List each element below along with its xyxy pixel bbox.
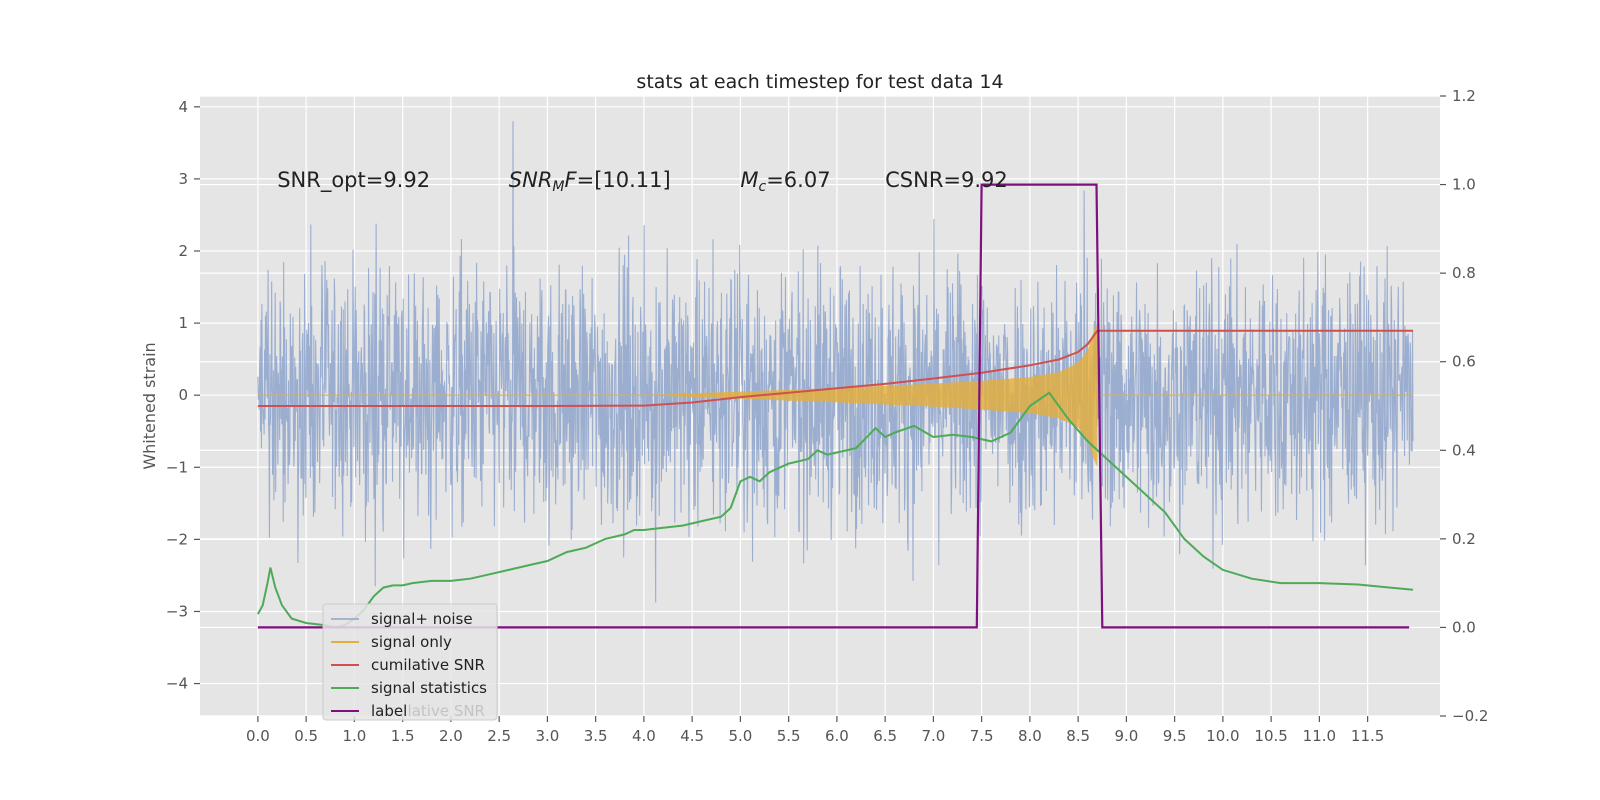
y-left-tick-label: −2 — [166, 530, 188, 548]
legend-label: label — [371, 702, 407, 720]
y-right-tick-label: 1.2 — [1452, 87, 1476, 105]
x-tick-label: 0.0 — [246, 727, 270, 745]
legend-label-top: label — [371, 702, 407, 720]
x-tick-label: 3.0 — [535, 727, 559, 745]
legend-label: signal statistics — [371, 679, 487, 697]
y-left-tick-label: 1 — [178, 314, 188, 332]
x-tick-label: 6.0 — [825, 727, 849, 745]
legend-label: signal only — [371, 633, 452, 651]
x-tick-label: 7.5 — [970, 727, 994, 745]
y-right-tick-label: 0.8 — [1452, 264, 1476, 282]
x-tick-label: 4.5 — [680, 727, 704, 745]
cumulative-snr-series — [257, 329, 1413, 407]
x-tick-label: 9.5 — [1163, 727, 1187, 745]
axes-ticks: 0.0 0.5 1.0 1.5 2.0 2.5 3.0 3.5 4.0 4.5 5.0 5.5 6.0 6… — [166, 87, 1489, 745]
x-tick-label: 10.0 — [1206, 727, 1239, 745]
y-axis-label: Whitened strain — [140, 342, 159, 469]
x-tick-label: 11.5 — [1351, 727, 1384, 745]
signal-noise-series — [257, 121, 1414, 603]
y-left-tick-label: −3 — [166, 602, 188, 620]
x-tick-label: 5.5 — [777, 727, 801, 745]
x-tick-label: 5.0 — [728, 727, 752, 745]
label-series — [257, 183, 1410, 629]
legend: signal+ noise signal only cumilative SNR si… — [322, 603, 498, 722]
y-left-tick-label: 2 — [178, 242, 188, 260]
noise-trace — [257, 121, 1414, 603]
x-tick-label: 11.0 — [1303, 727, 1336, 745]
y-right-tick-label: 0.6 — [1452, 353, 1476, 371]
legend-ghost-label: cumilative SNR — [371, 702, 485, 720]
x-tick-label: 8.0 — [1018, 727, 1042, 745]
x-tick-label: 8.5 — [1066, 727, 1090, 745]
x-tick-label: 3.5 — [584, 727, 608, 745]
x-tick-label: 2.5 — [487, 727, 511, 745]
x-tick-label: 6.5 — [873, 727, 897, 745]
x-tick-label: 2.0 — [439, 727, 463, 745]
x-tick-label: 10.5 — [1254, 727, 1287, 745]
y-left-tick-label: −4 — [166, 675, 188, 693]
legend-label: signal+ noise — [371, 610, 473, 628]
chart-title: stats at each timestep for test data 14 — [636, 71, 1003, 93]
y-left-tick-label: 0 — [178, 386, 188, 404]
y-left-tick-label: −1 — [166, 458, 188, 476]
x-tick-label: 1.5 — [391, 727, 415, 745]
y-left-tick-label: 3 — [178, 170, 188, 188]
x-tick-label: 4.0 — [632, 727, 656, 745]
y-right-tick-label: 0.0 — [1452, 618, 1476, 636]
annotation-3: CSNR=9.92 — [885, 168, 1008, 192]
y-right-tick-label: 0.2 — [1452, 530, 1476, 548]
y-left-tick-label: 4 — [178, 98, 188, 116]
legend-label: cumilative SNR — [371, 656, 485, 674]
x-tick-label: 1.0 — [342, 727, 366, 745]
x-tick-label: 9.0 — [1114, 727, 1138, 745]
annotations: SNR_opt=9.92 SNRMF=[10.11] Mc=6.07 CSNR=9.9… — [277, 168, 1008, 195]
annotation-2: Mc=6.07 — [740, 168, 830, 195]
legend-box — [322, 603, 498, 721]
y-right-tick-label: −0.2 — [1452, 707, 1488, 725]
y-right-tick-label: 1.0 — [1452, 176, 1476, 194]
y-right-tick-label: 0.4 — [1452, 441, 1476, 459]
annotation-1: SNRMF=[10.11] — [509, 168, 671, 195]
x-tick-label: 7.0 — [921, 727, 945, 745]
annotation-0: SNR_opt=9.92 — [277, 168, 430, 193]
x-tick-label: 0.5 — [294, 727, 318, 745]
